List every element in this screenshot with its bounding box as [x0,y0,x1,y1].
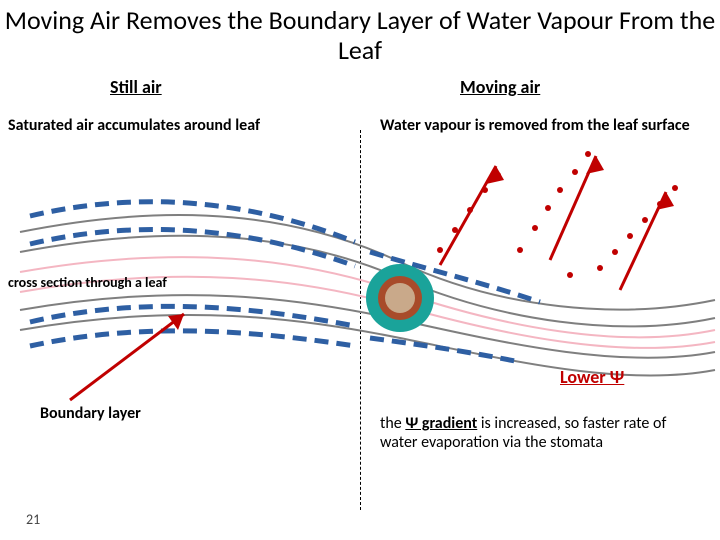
leaf-diagram [0,0,720,540]
boundary-layer-label: Boundary layer [40,404,141,423]
gradient-explanation: the Ψ gradient is increased, so faster r… [380,414,690,452]
cross-section-label: cross section through a leaf [8,274,167,291]
gradient-prefix: the [380,414,405,433]
psi-gradient-term: Ψ gradient [405,414,477,433]
lower-psi-label: Lower Ψ [560,366,624,388]
slide-number: 21 [26,511,40,528]
